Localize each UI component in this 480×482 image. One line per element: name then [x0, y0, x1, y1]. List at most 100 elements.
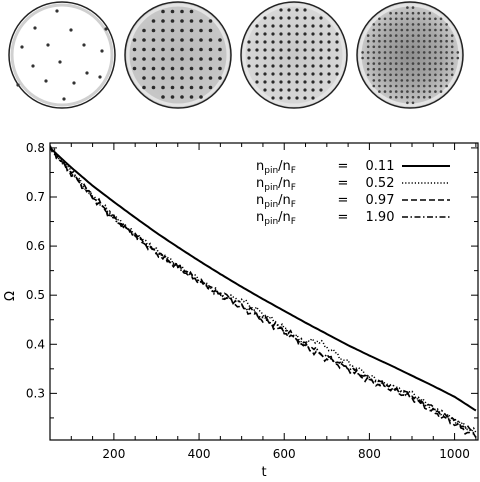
vortex-dot — [411, 67, 415, 71]
vortex-dot — [378, 39, 381, 43]
vortex-dot — [199, 95, 203, 99]
vortex-dot — [303, 96, 307, 100]
vortex-dot — [132, 38, 137, 42]
y-tick-label: 0.6 — [26, 239, 45, 253]
vortex-dot — [378, 79, 381, 82]
vortex-dot — [378, 45, 381, 49]
vortex-dot — [411, 101, 415, 105]
vortex-dot — [319, 64, 323, 68]
legend-value: 0.52 — [366, 176, 395, 191]
vortex-dot — [180, 95, 184, 99]
vortex-dot — [434, 39, 437, 43]
vortex-dot — [199, 28, 203, 33]
vortex-dot — [98, 75, 102, 79]
vortex-dot — [422, 84, 426, 88]
vortex-dot — [180, 66, 184, 71]
vortex-dot — [406, 17, 409, 21]
vortex-dot — [439, 28, 443, 32]
vortex-dot — [161, 38, 165, 42]
vortex-dot — [428, 90, 432, 93]
vortex-dot — [445, 56, 448, 60]
vortex-dot — [161, 19, 165, 23]
vortex-dot — [366, 67, 370, 71]
vortex-dot — [394, 45, 398, 49]
vortex-dot — [434, 84, 437, 88]
vortex-dot — [389, 34, 392, 37]
vortex-dot — [406, 95, 409, 99]
vortex-dot — [279, 72, 283, 76]
vortex-dot — [335, 40, 339, 44]
vortex-dot — [208, 28, 213, 33]
vortex-dot — [372, 67, 376, 71]
vortex-dot — [295, 16, 299, 20]
vortex-dot — [263, 56, 267, 60]
vortex-dot — [422, 90, 426, 93]
vortex-dot — [62, 97, 66, 101]
vortex-dot — [33, 26, 37, 30]
vortex-dot — [422, 67, 426, 71]
vortex-dot — [400, 45, 404, 49]
vortex-dot — [411, 56, 415, 60]
vortex-dot — [218, 38, 222, 42]
vortex-dot — [400, 62, 404, 65]
plot-frame — [49, 142, 479, 441]
vortex-dot — [319, 56, 323, 60]
vortex-dot — [263, 40, 267, 44]
vortex-dot — [406, 84, 409, 88]
legend-label: npin/nF — [256, 159, 296, 176]
vortex-dot — [428, 28, 432, 32]
vortex-dot — [311, 48, 315, 52]
vortex-dot — [378, 17, 381, 21]
legend-equals: = — [338, 210, 349, 225]
vortex-dot — [161, 76, 165, 80]
series-line-solid — [50, 147, 477, 412]
legend-label: npin/nF — [256, 176, 296, 193]
vortex-dot — [295, 24, 299, 28]
vortex-dot — [389, 51, 392, 54]
panel-disc — [240, 1, 348, 109]
vortex-dot — [428, 56, 432, 60]
vortex-dot — [428, 62, 432, 65]
vortex-dot — [417, 95, 420, 99]
vortex-dot — [450, 34, 454, 37]
vortex-dot — [279, 96, 283, 100]
vortex-dot — [428, 73, 432, 77]
vortex-dot — [411, 11, 415, 15]
vortex-dot — [434, 28, 437, 32]
vortex-dot — [406, 45, 409, 49]
legend-equals: = — [338, 176, 349, 191]
vortex-dot — [319, 24, 323, 28]
axis-ticks — [50, 143, 478, 440]
vortex-dot — [303, 64, 307, 68]
vortex-dot — [151, 19, 156, 23]
vortex-dot — [439, 90, 443, 93]
vortex-dot — [411, 84, 415, 88]
vortex-dot — [406, 90, 409, 93]
y-axis-label: Ω — [3, 291, 18, 301]
series-line-dotted — [50, 147, 477, 433]
vortex-dot — [445, 79, 448, 82]
vortex-dot — [394, 51, 398, 54]
vortex-dot — [199, 47, 203, 52]
vortex-dot — [366, 51, 370, 54]
vortex-dot — [445, 51, 448, 54]
vortex-dot — [417, 23, 420, 26]
vortex-dot — [287, 88, 291, 92]
vortex-dot — [422, 11, 426, 15]
vortex-dot — [218, 76, 222, 80]
vortex-dot — [406, 79, 409, 82]
legend-equals: = — [338, 193, 349, 208]
y-tick-label: 0.4 — [26, 337, 45, 351]
vortex-dot — [170, 95, 175, 99]
vortex-dot — [255, 56, 259, 60]
vortex-dot — [417, 67, 420, 71]
vortex-dot — [389, 23, 392, 26]
vortex-dot — [132, 57, 137, 61]
vortex-dot — [422, 79, 426, 82]
vortex-dot — [394, 90, 398, 93]
vortex-dot — [383, 73, 387, 77]
vortex-dot — [263, 48, 267, 52]
vortex-dot — [394, 34, 398, 37]
vortex-dot — [439, 39, 443, 43]
vortex-dot — [170, 28, 175, 33]
